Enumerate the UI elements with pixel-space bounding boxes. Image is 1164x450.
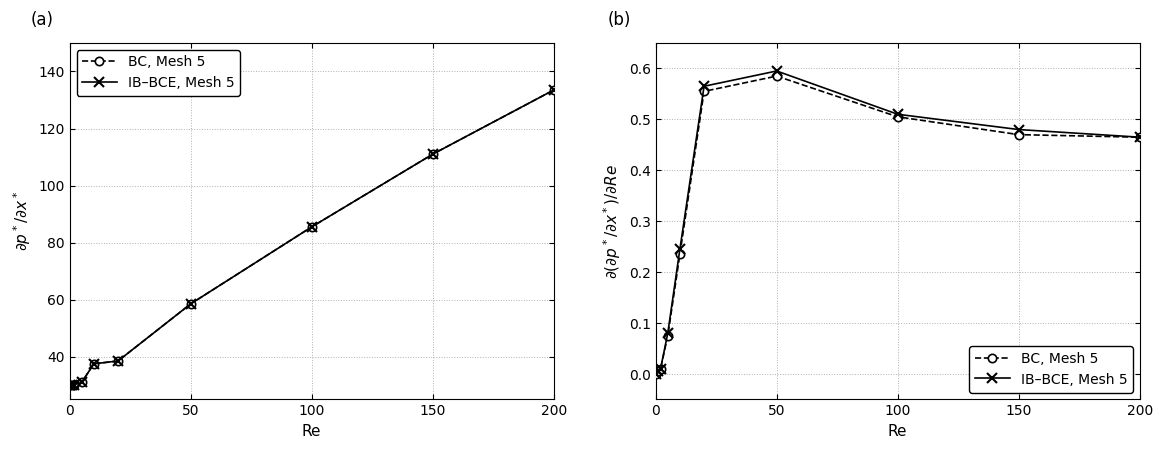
BC, Mesh 5 [426,152,440,157]
X-axis label: Re: Re [301,424,321,439]
BC, Mesh 5 [111,358,125,364]
Text: (a): (a) [31,11,54,29]
IB–BCE, Mesh 5 [1133,135,1147,140]
IB–BCE, Mesh 5 [305,224,319,230]
BC, Mesh 5 [648,371,662,377]
BC, Mesh 5 [65,382,79,387]
Legend: BC, Mesh 5, IB–BCE, Mesh 5: BC, Mesh 5, IB–BCE, Mesh 5 [77,50,240,96]
IB–BCE, Mesh 5 [769,68,783,74]
IB–BCE, Mesh 5 [87,361,101,366]
Text: (b): (b) [608,11,631,29]
IB–BCE, Mesh 5 [426,152,440,157]
BC, Mesh 5 [769,73,783,79]
IB–BCE, Mesh 5 [184,301,198,306]
BC, Mesh 5 [890,114,904,120]
BC, Mesh 5 [661,333,675,338]
IB–BCE, Mesh 5 [68,382,81,387]
Line: BC, Mesh 5: BC, Mesh 5 [652,72,1144,378]
BC, Mesh 5 [697,89,711,94]
IB–BCE, Mesh 5 [651,369,665,374]
BC, Mesh 5 [68,382,81,387]
IB–BCE, Mesh 5 [111,358,125,364]
Y-axis label: $\partial(\partial p^*/\partial x^*)/\partial Re$: $\partial(\partial p^*/\partial x^*)/\pa… [602,164,623,279]
BC, Mesh 5 [305,224,319,230]
Legend: BC, Mesh 5, IB–BCE, Mesh 5: BC, Mesh 5, IB–BCE, Mesh 5 [970,346,1133,392]
BC, Mesh 5 [63,382,77,388]
BC, Mesh 5 [1133,135,1147,140]
Line: IB–BCE, Mesh 5: IB–BCE, Mesh 5 [65,85,559,390]
Line: IB–BCE, Mesh 5: IB–BCE, Mesh 5 [651,66,1144,379]
BC, Mesh 5 [184,301,198,306]
IB–BCE, Mesh 5 [890,112,904,117]
BC, Mesh 5 [673,252,687,257]
IB–BCE, Mesh 5 [697,84,711,89]
IB–BCE, Mesh 5 [63,382,77,388]
IB–BCE, Mesh 5 [74,380,88,385]
X-axis label: Re: Re [888,424,908,439]
IB–BCE, Mesh 5 [1012,127,1025,132]
BC, Mesh 5 [74,380,88,385]
IB–BCE, Mesh 5 [661,331,675,336]
IB–BCE, Mesh 5 [673,247,687,252]
BC, Mesh 5 [547,87,561,93]
IB–BCE, Mesh 5 [547,87,561,93]
IB–BCE, Mesh 5 [648,371,662,377]
IB–BCE, Mesh 5 [653,366,667,372]
Y-axis label: $\partial p^*/\partial x^*$: $\partial p^*/\partial x^*$ [12,191,33,251]
IB–BCE, Mesh 5 [65,382,79,387]
BC, Mesh 5 [651,369,665,374]
Line: BC, Mesh 5: BC, Mesh 5 [65,86,558,389]
BC, Mesh 5 [1012,132,1025,137]
BC, Mesh 5 [653,366,667,372]
BC, Mesh 5 [87,361,101,366]
